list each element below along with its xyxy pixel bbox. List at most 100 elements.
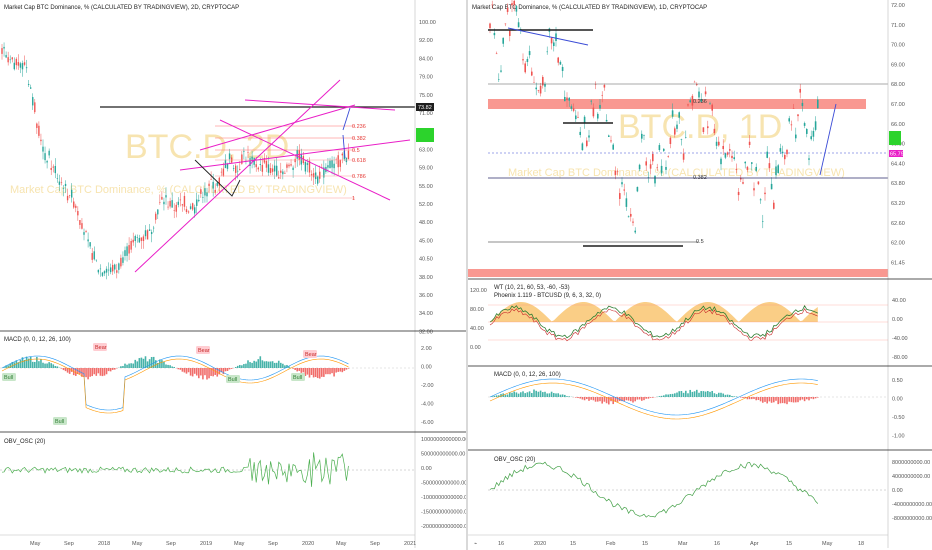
right-macd-bar xyxy=(698,392,700,397)
right-macd-bar xyxy=(693,391,696,397)
left-wedge xyxy=(194,159,241,197)
right-macd-bar xyxy=(667,394,669,397)
left-macd-bar xyxy=(42,362,44,368)
left-macd-bar xyxy=(236,365,239,368)
left-chart-panel[interactable]: BTC.D, 2D Market Cap BTC Dominance, % (C… xyxy=(0,0,466,550)
left-trendlines xyxy=(134,79,411,273)
left-candle xyxy=(175,204,177,212)
left-green-marker xyxy=(416,128,434,142)
right-macd-bar xyxy=(579,397,581,399)
left-macd-bar xyxy=(331,368,333,374)
left-candle xyxy=(335,159,337,161)
left-candle xyxy=(159,202,161,203)
left-macd-bar xyxy=(3,367,5,368)
left-candle xyxy=(210,179,212,180)
left-candle xyxy=(138,237,141,243)
right-macd-bar xyxy=(744,397,746,398)
left-candle xyxy=(198,199,200,202)
right-macd-bar xyxy=(770,397,773,403)
right-macd-bar xyxy=(795,397,797,403)
left-candle xyxy=(187,211,190,213)
left-candle xyxy=(58,181,61,185)
left-macd-bar xyxy=(113,368,116,370)
left-candle xyxy=(114,264,116,270)
right-macd-bar xyxy=(704,391,707,397)
right-candle xyxy=(586,140,588,147)
right-candle xyxy=(660,165,663,174)
right-macd-bar xyxy=(718,392,720,397)
right-candle xyxy=(680,139,683,140)
left-candle xyxy=(331,160,333,168)
right-candle xyxy=(669,137,672,144)
left-macd-bar xyxy=(234,367,237,368)
right-macd-bar xyxy=(680,390,683,397)
right-macd-tick: 0.50 xyxy=(892,378,903,384)
left-candle xyxy=(202,197,204,198)
right-wt-tick-right: -80.00 xyxy=(892,355,908,361)
right-macd-bar xyxy=(658,396,661,397)
left-macd-bar xyxy=(259,356,262,368)
right-macd-bar xyxy=(726,394,729,397)
left-candle xyxy=(42,146,44,152)
left-time-tick: Sep xyxy=(166,541,176,547)
left-obv-pane xyxy=(0,452,415,487)
right-candle xyxy=(726,152,729,155)
left-macd-bar xyxy=(327,368,329,375)
left-candle xyxy=(177,201,179,205)
right-candle xyxy=(814,121,817,130)
right-candle xyxy=(788,118,790,122)
left-candle xyxy=(189,206,192,209)
right-macd-bar xyxy=(621,397,623,402)
right-macd-pane xyxy=(488,378,888,420)
left-macd-bar xyxy=(277,360,280,368)
right-candle xyxy=(515,6,518,12)
right-wt-axis: 120.00 80.00 40.00 0.00 40.00 0.00 -40.00 -80.0… xyxy=(470,288,908,361)
left-macd-bar xyxy=(304,368,307,376)
right-macd-bar xyxy=(614,397,617,402)
left-candle xyxy=(93,251,95,260)
left-obv-tick: 1000000000000.00 xyxy=(421,437,466,443)
left-price-tick: 63.00 xyxy=(419,147,433,153)
right-chart-svg[interactable]: BTC.D, 1D Market Cap BTC Dominance, % (C… xyxy=(468,0,932,550)
tradingview-logo-icon[interactable]: ⌁ xyxy=(474,541,478,547)
right-wt-tick-left: 120.00 xyxy=(470,288,487,294)
left-candle xyxy=(64,183,67,187)
left-macd-pane: Bear Bear Bear Bull Bull Bull Bull xyxy=(0,343,415,425)
left-candle xyxy=(144,230,147,237)
left-macd-badge-label: Bear xyxy=(95,345,107,351)
left-macd-bar xyxy=(249,362,251,368)
left-macd-bar xyxy=(335,368,337,373)
right-candle xyxy=(786,149,788,155)
left-obv-tick: -500000000000.00 xyxy=(421,481,466,487)
left-chart-svg[interactable]: BTC.D, 2D Market Cap BTC Dominance, % (C… xyxy=(0,0,466,550)
left-candle xyxy=(32,97,34,106)
left-candle xyxy=(239,168,241,170)
right-macd-bar xyxy=(515,392,518,397)
left-macd-bar xyxy=(347,368,350,369)
right-candle xyxy=(500,70,502,72)
left-candle xyxy=(52,166,54,168)
right-macd-bar xyxy=(491,396,493,397)
right-time-tick: Feb xyxy=(606,541,615,547)
left-candle xyxy=(235,165,237,173)
left-macd-badge xyxy=(303,350,317,358)
left-macd-bar xyxy=(341,368,344,373)
left-macd-bar xyxy=(75,368,77,376)
left-macd-bar xyxy=(286,364,288,368)
left-projection-arrow xyxy=(342,107,351,131)
left-candle xyxy=(95,259,97,261)
right-chart-panel[interactable]: BTC.D, 1D Market Cap BTC Dominance, % (C… xyxy=(466,0,932,550)
left-macd-bar xyxy=(62,368,65,371)
left-macd-bar xyxy=(7,365,9,368)
right-macd-signal xyxy=(489,382,818,420)
right-wt-line xyxy=(489,304,818,339)
left-macd-bar xyxy=(198,368,200,379)
right-candle xyxy=(546,51,548,53)
left-candle xyxy=(25,67,28,69)
left-macd-bar xyxy=(308,368,311,378)
left-time-tick: 2018 xyxy=(98,541,110,547)
right-wt-signal xyxy=(489,308,818,342)
right-time-tick: 16 xyxy=(498,541,504,547)
right-macd-bar xyxy=(588,397,590,401)
right-macd-bar xyxy=(764,397,766,402)
